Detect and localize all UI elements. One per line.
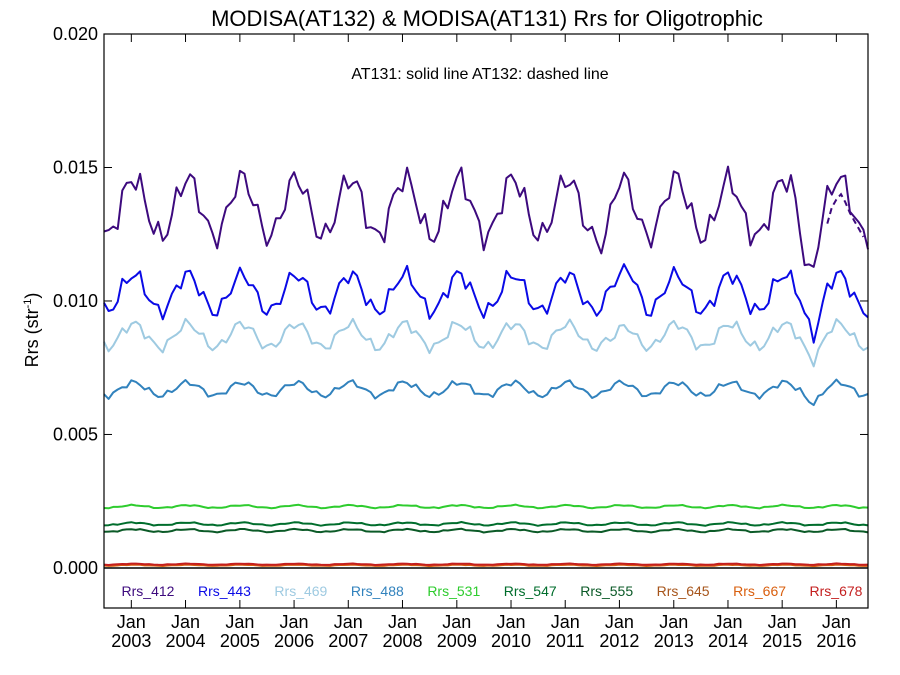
x-tick-label-year: 2004 [165,631,205,651]
y-tick-label: 0.020 [53,24,98,44]
legend-item-Rrs_667: Rrs_667 [733,583,786,599]
x-tick-label-year: 2012 [599,631,639,651]
x-tick-label-month: Jan [713,612,742,632]
chart-title: MODISA(AT132) & MODISA(AT131) Rrs for Ol… [211,6,763,31]
series-line-Rrs_547 [103,521,869,527]
x-tick-label-year: 2008 [382,631,422,651]
x-tick-label-year: 2003 [111,631,151,651]
chart-annotation: AT131: solid line AT132: dashed line [351,66,608,83]
plot-area [103,165,869,569]
x-tick-label-month: Jan [497,612,526,632]
x-tick-label-year: 2009 [437,631,477,651]
x-tick-label-year: 2014 [708,631,748,651]
y-axis-label: Rrs (str-1) [22,293,42,368]
y-tick-label: 0.000 [53,558,98,578]
x-tick-label-year: 2005 [220,631,260,651]
legend-item-Rrs_412: Rrs_412 [122,583,175,599]
x-tick-label-year: 2015 [762,631,802,651]
axes: 0.0000.0050.0100.0150.020Jan2003Jan2004J… [53,24,869,651]
svg-text:Rrs (str-1): Rrs (str-1) [22,293,42,368]
legend-item-Rrs_547: Rrs_547 [504,583,557,599]
x-tick-label-month: Jan [280,612,309,632]
legend-item-Rrs_555: Rrs_555 [580,583,633,599]
x-tick-label-month: Jan [659,612,688,632]
x-tick-label-year: 2010 [491,631,531,651]
x-tick-label-year: 2011 [546,631,585,651]
x-tick-label-month: Jan [225,612,254,632]
series-line-Rrs_469 [103,317,869,368]
x-tick-label-month: Jan [442,612,471,632]
legend-item-Rrs_443: Rrs_443 [198,583,251,599]
y-tick-label: 0.005 [53,424,98,444]
x-tick-label-year: 2007 [328,631,368,651]
series-line-Rrs_678 [103,562,869,566]
y-axis-label-sup: -1 [22,299,34,309]
series-line-Rrs_412 [103,165,869,268]
x-tick-label-month: Jan [822,612,851,632]
y-tick-label: 0.010 [53,291,98,311]
legend: Rrs_412 Rrs_443 Rrs_469 Rrs_488 Rrs_531 Rrs_5… [122,583,863,599]
x-tick-label-month: Jan [388,612,417,632]
y-axis-label-main: Rrs (str [22,308,42,367]
legend-item-Rrs_488: Rrs_488 [351,583,404,599]
y-axis-label-close: ) [22,293,42,299]
series-line-Rrs_531 [103,503,869,510]
plot-frame [103,33,869,609]
series-line-Rrs_443 [103,263,869,344]
x-tick-label-month: Jan [605,612,634,632]
x-tick-label-year: 2006 [274,631,314,651]
x-tick-label-month: Jan [171,612,200,632]
legend-item-Rrs_531: Rrs_531 [427,583,480,599]
x-tick-label-month: Jan [117,612,146,632]
legend-item-Rrs_678: Rrs_678 [810,583,863,599]
series-line-Rrs_488 [103,378,869,407]
x-tick-label-month: Jan [334,612,363,632]
series-line-dashed-Rrs_412 [826,192,865,238]
legend-item-Rrs_645: Rrs_645 [657,583,710,599]
legend-item-Rrs_469: Rrs_469 [274,583,327,599]
x-tick-label-year: 2013 [654,631,694,651]
x-tick-label-year: 2016 [816,631,856,651]
series-line-Rrs_555 [103,527,869,534]
x-tick-label-month: Jan [551,612,580,632]
x-tick-label-month: Jan [768,612,797,632]
y-tick-label: 0.015 [53,157,98,177]
